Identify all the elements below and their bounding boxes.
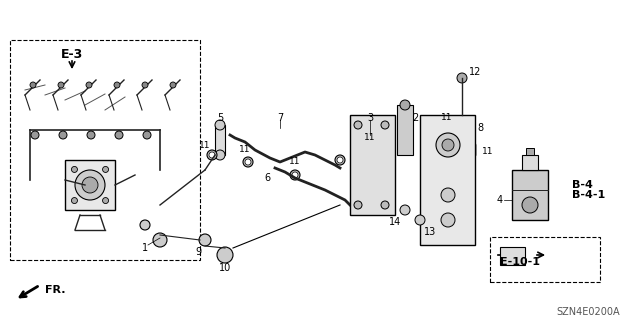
Bar	[512, 170, 548, 220]
Circle shape	[86, 82, 92, 88]
Text: E-10-1: E-10-1	[500, 257, 540, 267]
Text: FR.: FR.	[45, 285, 65, 295]
Text: 8: 8	[477, 123, 483, 133]
Text: 13: 13	[424, 227, 436, 237]
Bar	[500, 247, 525, 265]
Text: 3: 3	[367, 113, 373, 123]
Circle shape	[522, 197, 538, 213]
Circle shape	[292, 172, 298, 178]
Circle shape	[400, 205, 410, 215]
Circle shape	[31, 131, 39, 139]
Text: B-4-1: B-4-1	[572, 190, 605, 200]
Bar	[350, 115, 395, 215]
Circle shape	[370, 143, 380, 153]
Circle shape	[140, 220, 150, 230]
Circle shape	[354, 121, 362, 129]
Text: 12: 12	[469, 67, 481, 77]
Circle shape	[114, 82, 120, 88]
Text: 9: 9	[195, 247, 201, 257]
Circle shape	[215, 150, 225, 160]
Bar	[215, 125, 225, 155]
Text: 5: 5	[217, 113, 223, 123]
Circle shape	[436, 133, 460, 157]
Circle shape	[102, 197, 109, 204]
Text: B-4: B-4	[572, 180, 593, 190]
Circle shape	[30, 82, 36, 88]
Text: 11: 11	[364, 133, 376, 143]
Circle shape	[199, 234, 211, 246]
Text: E-3: E-3	[61, 48, 83, 62]
Circle shape	[372, 145, 378, 151]
Text: 11: 11	[199, 140, 211, 150]
Text: 11: 11	[239, 145, 251, 154]
Circle shape	[415, 215, 425, 225]
Bar	[10, 40, 200, 260]
Text: 11: 11	[441, 114, 452, 122]
Circle shape	[207, 150, 217, 160]
Circle shape	[337, 157, 343, 163]
Circle shape	[170, 82, 176, 88]
Circle shape	[381, 121, 389, 129]
Ellipse shape	[358, 140, 383, 190]
Bar	[522, 155, 538, 170]
Circle shape	[441, 188, 455, 202]
Circle shape	[143, 131, 151, 139]
Circle shape	[82, 177, 98, 193]
Circle shape	[442, 139, 454, 151]
Circle shape	[217, 247, 233, 263]
Text: 10: 10	[219, 263, 231, 273]
Text: 1: 1	[142, 243, 148, 253]
Circle shape	[441, 213, 455, 227]
Text: 11: 11	[483, 147, 493, 157]
Circle shape	[447, 127, 453, 133]
Circle shape	[462, 145, 468, 151]
Text: 14: 14	[389, 217, 401, 227]
Circle shape	[153, 233, 167, 247]
Text: 7: 7	[277, 113, 283, 123]
Bar	[397, 105, 413, 155]
Circle shape	[457, 73, 467, 83]
Circle shape	[354, 201, 362, 209]
Circle shape	[460, 143, 470, 153]
Circle shape	[245, 159, 251, 165]
Text: SZN4E0200A: SZN4E0200A	[556, 307, 620, 317]
Circle shape	[115, 131, 123, 139]
Text: 6: 6	[264, 173, 270, 183]
Text: 11: 11	[289, 158, 301, 167]
Circle shape	[102, 167, 109, 173]
Circle shape	[243, 157, 253, 167]
Circle shape	[72, 167, 77, 173]
Text: 4: 4	[497, 195, 503, 205]
Circle shape	[290, 170, 300, 180]
Circle shape	[209, 152, 215, 158]
Bar	[65, 160, 115, 210]
Circle shape	[75, 170, 105, 200]
Circle shape	[59, 131, 67, 139]
Circle shape	[335, 155, 345, 165]
Circle shape	[142, 82, 148, 88]
Circle shape	[381, 201, 389, 209]
Circle shape	[400, 100, 410, 110]
Bar	[420, 115, 475, 245]
Circle shape	[58, 82, 64, 88]
Circle shape	[215, 120, 225, 130]
Bar	[490, 237, 600, 282]
Circle shape	[445, 125, 455, 135]
Bar	[526, 148, 534, 155]
Circle shape	[87, 131, 95, 139]
Text: 2: 2	[412, 113, 418, 123]
Circle shape	[72, 197, 77, 204]
